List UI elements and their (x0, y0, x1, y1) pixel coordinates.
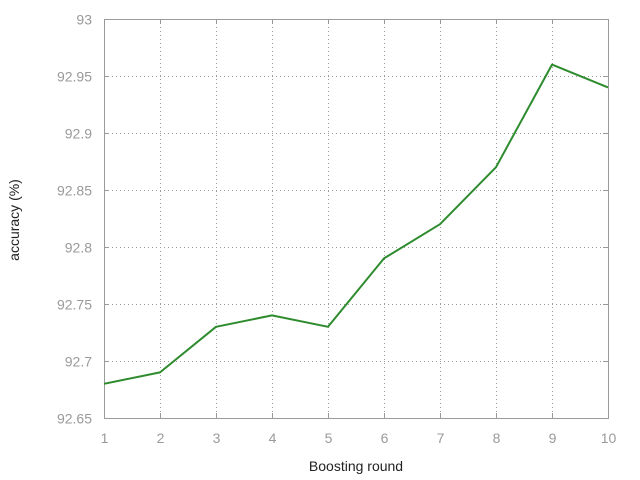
series-layer (103, 63, 609, 385)
y-tick-label: 93 (76, 12, 92, 28)
y-tick-label: 92.75 (57, 297, 92, 313)
x-axis: 1 2 3 4 5 6 7 8 9 10 (101, 19, 617, 446)
x-tick-label: 4 (269, 430, 277, 446)
x-tick-label: 6 (381, 430, 389, 446)
series-line (103, 63, 609, 385)
y-axis-title: accuracy (%) (6, 179, 22, 261)
grid (104, 19, 608, 418)
x-tick-label: 9 (549, 430, 557, 446)
y-tick-label: 92.65 (57, 411, 92, 427)
y-tick-label: 92.9 (65, 126, 92, 142)
y-tick-label: 92.7 (65, 354, 92, 370)
x-tick-label: 8 (493, 430, 501, 446)
x-tick-label: 2 (157, 430, 165, 446)
y-tick-label: 92.8 (65, 240, 92, 256)
x-tick-label: 7 (437, 430, 445, 446)
plot-frame (104, 19, 609, 419)
x-tick-label: 1 (101, 430, 109, 446)
x-tick-label: 5 (325, 430, 333, 446)
x-tick-label: 10 (601, 430, 617, 446)
y-tick-label: 92.85 (57, 183, 92, 199)
x-axis-title: Boosting round (309, 458, 403, 474)
y-axis: 92.65 92.7 92.75 92.8 92.85 92.9 92.95 93 (57, 12, 608, 427)
y-tick-label: 92.95 (57, 69, 92, 85)
x-tick-label: 3 (213, 430, 221, 446)
